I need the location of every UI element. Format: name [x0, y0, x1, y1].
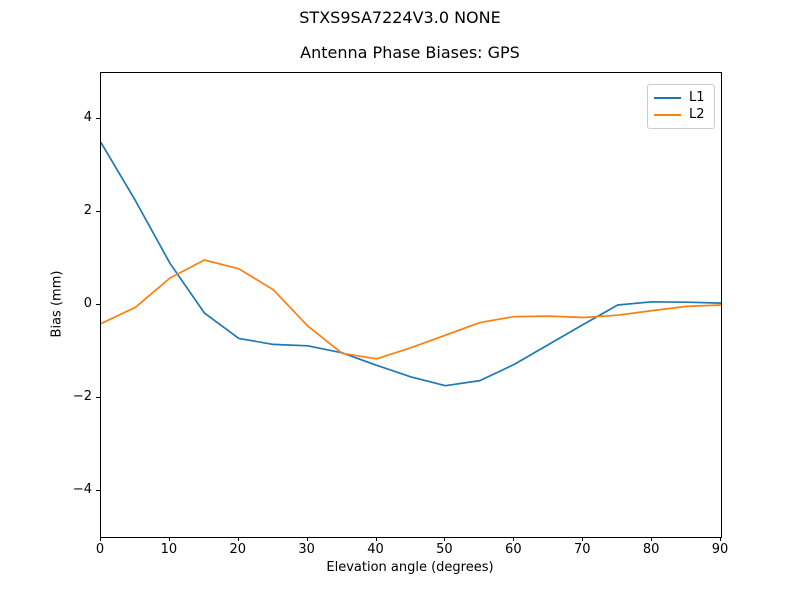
- x-tick-label: 70: [573, 542, 591, 557]
- x-tick-mark: [720, 537, 721, 541]
- series-line-l2: [101, 259, 721, 360]
- y-tick-mark: [96, 304, 100, 305]
- x-tick-mark: [237, 537, 239, 541]
- x-tick-label: 50: [436, 542, 453, 557]
- x-tick-label: 10: [160, 542, 178, 557]
- x-tick-label: 30: [298, 542, 315, 557]
- y-tick-mark: [96, 211, 100, 213]
- x-tick-label: 0: [95, 542, 105, 557]
- x-tick-mark: [582, 537, 584, 541]
- x-tick-mark: [168, 537, 170, 541]
- x-tick-label: 80: [642, 542, 660, 557]
- legend-entry-l2: L2: [654, 107, 714, 123]
- y-tick-label: 4: [83, 110, 92, 126]
- plot-area: L1 L2: [100, 72, 722, 538]
- x-tick-label: 20: [229, 542, 247, 557]
- y-tick-label: 0: [83, 296, 92, 311]
- axes-title: Antenna Phase Biases: GPS: [300, 43, 520, 62]
- line-chart: [101, 141, 721, 387]
- x-axis-label: Elevation angle (degrees): [326, 560, 494, 575]
- y-tick-mark: [96, 396, 100, 398]
- x-tick-mark: [375, 537, 377, 541]
- legend: L1 L2: [647, 84, 715, 129]
- y-axis-label: Bias (mm): [49, 270, 65, 338]
- x-tick-mark: [306, 537, 308, 541]
- y-tick-mark: [96, 118, 100, 120]
- legend-label: L1: [689, 90, 705, 105]
- legend-line-sample: [654, 97, 681, 99]
- x-tick-mark: [444, 537, 446, 541]
- series-line-l1: [101, 141, 721, 387]
- x-tick-label: 90: [711, 542, 729, 557]
- x-tick-label: 60: [505, 542, 522, 557]
- legend-entry-l1: L1: [654, 90, 714, 106]
- legend-line-sample: [654, 114, 681, 116]
- x-tick-mark: [100, 537, 101, 541]
- y-tick-label: −2: [72, 388, 92, 404]
- y-tick-label: 2: [83, 203, 92, 219]
- y-tick-mark: [96, 489, 100, 491]
- legend-label: L2: [689, 107, 705, 122]
- x-tick-mark: [651, 537, 653, 541]
- x-tick-mark: [513, 537, 515, 541]
- y-tick-label: −4: [72, 481, 92, 497]
- figure-suptitle: STXS9SA7224V3.0 NONE: [299, 8, 501, 27]
- x-tick-label: 40: [367, 542, 384, 557]
